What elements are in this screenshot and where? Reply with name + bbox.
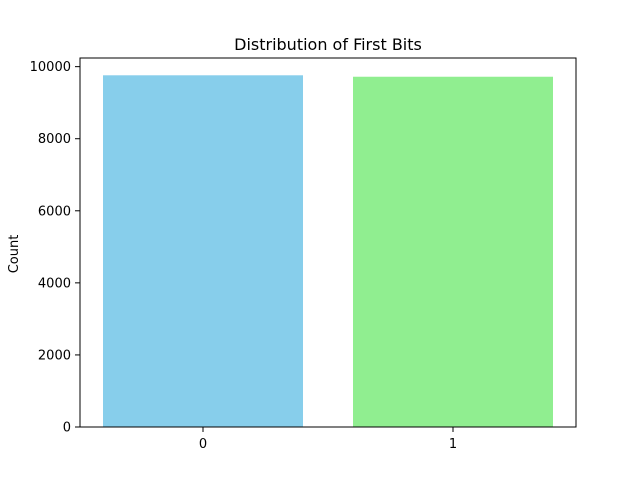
y-tick-label: 0 [63, 421, 71, 436]
x-tick-label: 1 [449, 437, 457, 452]
bar-0 [103, 75, 303, 427]
y-tick-label: 2000 [38, 348, 71, 363]
plot-area: 0 1 0 2000 4000 6000 8000 10000 [30, 57, 577, 452]
chart-title: Distribution of First Bits [234, 35, 422, 54]
x-tick-label: 0 [199, 437, 207, 452]
y-tick-label: 10000 [30, 60, 71, 75]
y-tick-label: 8000 [38, 132, 71, 147]
y-tick-label: 4000 [38, 276, 71, 291]
bar-1 [353, 76, 553, 427]
y-axis-label: Count [7, 235, 22, 274]
axes-frame [79, 57, 577, 428]
y-tick-label: 6000 [38, 204, 71, 219]
